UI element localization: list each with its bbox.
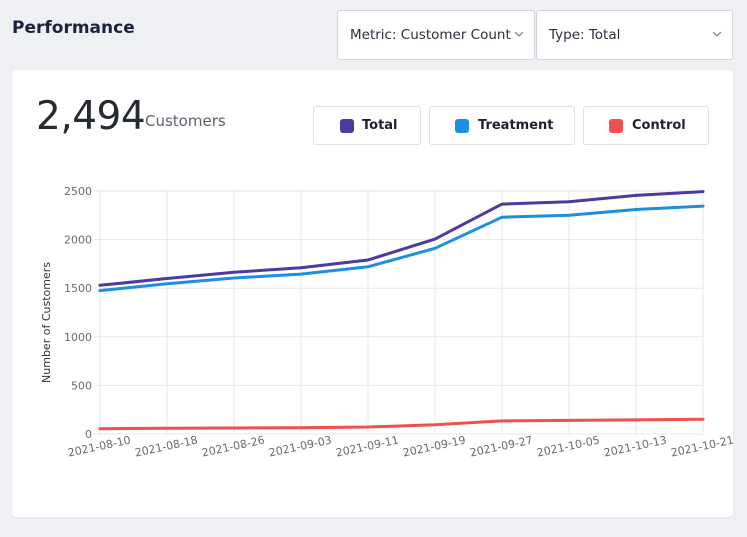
- series-line-control: [98, 417, 705, 431]
- legend-toggle-treatment[interactable]: Treatment: [429, 106, 575, 145]
- x-tick-label: 2021-08-10: [67, 434, 132, 460]
- y-tick-label: 1000: [64, 331, 92, 344]
- series-line-total: [98, 190, 705, 287]
- chevron-down-icon: [514, 31, 524, 37]
- metric-select[interactable]: Metric: Customer Count: [337, 10, 535, 60]
- treatment-swatch: [455, 119, 469, 133]
- x-tick-label: 2021-09-27: [469, 434, 534, 460]
- total-swatch: [340, 119, 354, 133]
- type-select-label: Type: Total: [549, 27, 621, 43]
- y-tick-label: 2500: [64, 185, 92, 198]
- legend-label-treatment: Treatment: [478, 118, 554, 133]
- legend-label-total: Total: [362, 118, 398, 133]
- x-tick-label: 2021-09-11: [335, 434, 400, 460]
- x-tick-label: 2021-09-19: [402, 434, 467, 460]
- performance-card: 2,494 Customers Total Treatment Control: [12, 70, 733, 517]
- x-tick-label: 2021-09-03: [268, 434, 333, 460]
- chevron-down-icon: [712, 31, 722, 37]
- customer-count-value: 2,494: [36, 94, 146, 139]
- control-swatch: [609, 119, 623, 133]
- x-tick-label: 2021-10-05: [536, 434, 601, 460]
- legend-toggle-control[interactable]: Control: [583, 106, 709, 145]
- series-line-treatment: [98, 204, 705, 293]
- y-tick-label: 2000: [64, 234, 92, 247]
- type-select[interactable]: Type: Total: [536, 10, 733, 60]
- legend-toggle-total[interactable]: Total: [313, 106, 421, 145]
- x-tick-label: 2021-10-13: [603, 434, 668, 460]
- metric-select-label: Metric: Customer Count: [350, 27, 511, 43]
- page-title: Performance: [12, 18, 135, 38]
- y-tick-label: 500: [71, 379, 92, 392]
- x-tick-label: 2021-08-18: [134, 434, 199, 460]
- y-axis-title: Number of Customers: [40, 262, 53, 383]
- x-tick-label: 2021-10-21: [670, 434, 735, 460]
- y-tick-label: 0: [85, 428, 92, 441]
- x-tick-label: 2021-08-26: [201, 434, 266, 460]
- legend-label-control: Control: [632, 118, 686, 133]
- y-tick-label: 1500: [64, 282, 92, 295]
- customer-count-unit: Customers: [145, 112, 226, 130]
